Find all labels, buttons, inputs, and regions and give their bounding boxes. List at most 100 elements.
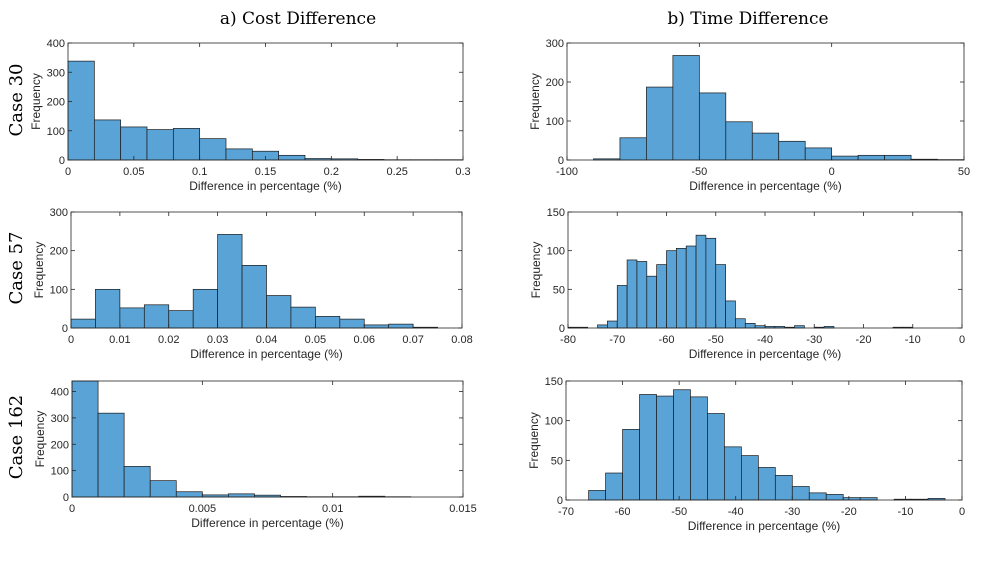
x-tick-label: -20 bbox=[841, 506, 857, 518]
histogram-bar bbox=[741, 455, 759, 501]
x-axis-label: Difference in percentage (%) bbox=[689, 179, 842, 193]
x-tick-label: -50 bbox=[691, 166, 707, 178]
histogram-bar bbox=[315, 316, 341, 329]
y-tick-label: 0 bbox=[63, 492, 69, 504]
y-tick-label: 150 bbox=[547, 207, 565, 219]
x-tick-label: -30 bbox=[784, 506, 800, 518]
x-tick-label: -10 bbox=[897, 506, 913, 518]
histogram-bar bbox=[646, 275, 657, 329]
y-tick-label: 50 bbox=[553, 284, 565, 296]
histogram-bar bbox=[228, 493, 255, 498]
histogram-bar bbox=[120, 126, 148, 161]
x-tick-label: -50 bbox=[671, 506, 687, 518]
y-tick-label: 300 bbox=[50, 207, 68, 219]
histogram-bar bbox=[97, 412, 125, 498]
x-tick-label: 0.04 bbox=[256, 334, 277, 346]
x-tick-label: 0.01 bbox=[322, 503, 343, 515]
histogram-bar bbox=[616, 285, 628, 329]
histogram-bar bbox=[168, 310, 194, 329]
plot-frame bbox=[71, 380, 464, 498]
x-tick-label: -100 bbox=[556, 166, 578, 178]
chart-case162-cost: 0 0.005 0.01 0.015 0 100 200 300 400 Difference i… bbox=[33, 380, 477, 530]
chart-case162-time: -70 -60 -50 -40 -30 -20 -10 0 0 50 100 150 Differenc… bbox=[527, 376, 965, 533]
y-axis-label: Frequency bbox=[32, 242, 46, 299]
x-tick-label: 0.03 bbox=[207, 334, 228, 346]
histogram-bar bbox=[656, 264, 667, 329]
x-tick-label: 0.08 bbox=[451, 334, 472, 346]
plot-frame bbox=[566, 42, 965, 161]
histogram-bar bbox=[673, 389, 691, 501]
x-tick-label: -50 bbox=[708, 334, 724, 346]
x-tick-label: -60 bbox=[615, 506, 631, 518]
histogram-bar bbox=[607, 320, 618, 329]
histogram-bar bbox=[93, 119, 122, 161]
bars-case30-cost bbox=[67, 60, 464, 161]
histogram-bar bbox=[597, 324, 608, 329]
y-tick-label: 0 bbox=[62, 323, 68, 335]
histogram-bar bbox=[619, 137, 647, 161]
x-tick-label: 0 bbox=[959, 334, 965, 346]
bars-case162-time bbox=[588, 389, 946, 501]
x-tick-label: 0.06 bbox=[354, 334, 375, 346]
histogram-bar bbox=[626, 259, 638, 329]
x-tick-label: -80 bbox=[560, 334, 576, 346]
x-axis-label: Difference in percentage (%) bbox=[191, 516, 344, 530]
x-axis-label: Difference in percentage (%) bbox=[689, 347, 842, 361]
x-tick-label: -70 bbox=[609, 334, 625, 346]
histogram-bar bbox=[707, 413, 725, 501]
x-tick-label: -10 bbox=[905, 334, 921, 346]
plot-frame bbox=[565, 380, 963, 501]
histogram-bar bbox=[778, 140, 806, 161]
histogram-bar bbox=[735, 318, 746, 329]
histogram-bar bbox=[791, 486, 810, 501]
histogram-bar bbox=[266, 295, 292, 329]
histogram-bar bbox=[119, 307, 145, 329]
histogram-bar bbox=[646, 86, 674, 161]
x-tick-label: 0 bbox=[68, 334, 74, 346]
x-tick-label: 0 bbox=[69, 503, 75, 515]
y-tick-label: 400 bbox=[47, 38, 65, 50]
bars-case57-time bbox=[567, 234, 914, 329]
histogram-bar bbox=[656, 395, 674, 501]
y-tick-label: 100 bbox=[51, 466, 69, 478]
y-tick-label: 300 bbox=[51, 413, 69, 425]
chart-case30-time: -100 -50 0 50 0 100 200 300 Difference in percen… bbox=[528, 38, 970, 193]
x-axis-label: Difference in percentage (%) bbox=[190, 347, 343, 361]
x-tick-label: 0.02 bbox=[158, 334, 179, 346]
x-tick-label: -20 bbox=[856, 334, 872, 346]
histogram-bar bbox=[622, 429, 640, 501]
histogram-bar bbox=[666, 250, 677, 329]
bars-case162-cost bbox=[71, 380, 412, 498]
histogram-bar bbox=[857, 154, 885, 161]
histogram-bar bbox=[690, 396, 708, 501]
row-label-case-30: Case 30 bbox=[6, 63, 27, 136]
histogram-bar bbox=[290, 306, 316, 329]
histogram-bar bbox=[146, 129, 174, 161]
x-tick-label: -70 bbox=[558, 506, 574, 518]
x-tick-label: -60 bbox=[659, 334, 675, 346]
histogram-bar bbox=[588, 490, 606, 501]
histogram-bar bbox=[639, 394, 657, 501]
x-tick-label: -40 bbox=[757, 334, 773, 346]
bars-case30-time bbox=[593, 55, 965, 161]
histogram-bar bbox=[715, 264, 726, 329]
histogram-bar bbox=[698, 92, 727, 161]
chart-case57-time: -80 -70 -60 -50 -40 -30 -20 -10 0 0 50 100 150 Differ… bbox=[529, 207, 965, 361]
x-axis-label: Difference in percentage (%) bbox=[189, 179, 342, 193]
x-tick-label: 0.015 bbox=[449, 503, 477, 515]
y-tick-label: 300 bbox=[47, 67, 65, 79]
x-tick-label: 0 bbox=[65, 166, 71, 178]
x-tick-label: 0.2 bbox=[324, 166, 339, 178]
x-tick-label: 0 bbox=[829, 166, 835, 178]
y-tick-label: 0 bbox=[559, 323, 565, 335]
histogram-bar bbox=[744, 323, 756, 329]
y-tick-label: 400 bbox=[51, 387, 69, 399]
y-axis-label: Frequency bbox=[527, 412, 541, 469]
row-label-case-57: Case 57 bbox=[6, 231, 27, 304]
chart-case57-cost: 0 0.01 0.02 0.03 0.04 0.05 0.06 0.07 0.08 0 100 200… bbox=[32, 207, 473, 361]
y-tick-label: 200 bbox=[50, 246, 68, 258]
histogram-bar bbox=[808, 492, 827, 501]
histogram-bar bbox=[751, 132, 780, 161]
histogram-bar bbox=[70, 318, 96, 329]
